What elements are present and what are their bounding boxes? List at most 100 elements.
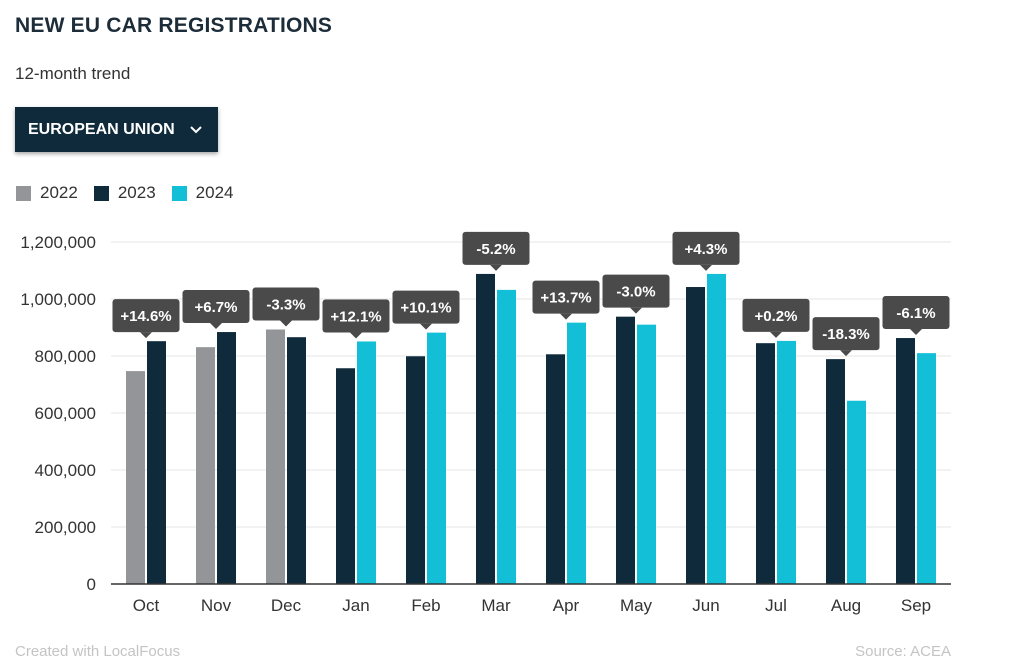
bar-2024-jan xyxy=(357,341,376,584)
annotation-text: -5.2% xyxy=(476,241,515,258)
annotation-text: +4.3% xyxy=(685,241,728,258)
legend-label-2023: 2023 xyxy=(117,183,156,202)
legend-swatch-2023 xyxy=(93,185,109,201)
annotation-text: +13.7% xyxy=(540,290,591,307)
annotation-text: +6.7% xyxy=(195,299,238,316)
annotation-box xyxy=(742,298,810,332)
x-tick-label: May xyxy=(620,596,653,615)
annotation-text: -18.3% xyxy=(822,326,870,343)
legend-swatch-2024 xyxy=(171,185,187,201)
annotation-text: +10.1% xyxy=(400,300,451,317)
annotation-pointer xyxy=(630,307,642,314)
y-tick-label: 1,200,000 xyxy=(20,233,96,252)
annotation-box xyxy=(462,231,530,265)
annotation-mar: -5.2% xyxy=(462,231,530,271)
bar-2023-aug xyxy=(826,359,845,584)
x-tick-label: Jan xyxy=(342,596,369,615)
bar-2023-may xyxy=(616,316,635,584)
bar-2023-jun xyxy=(686,287,705,584)
annotation-sep: -6.1% xyxy=(882,296,950,336)
y-tick-label: 1,000,000 xyxy=(20,290,96,309)
x-tick-label: Sep xyxy=(901,596,931,615)
annotation-text: -3.0% xyxy=(616,284,655,301)
footer-credit[interactable]: Created with LocalFocus xyxy=(15,643,181,660)
bar-2024-apr xyxy=(567,322,586,584)
annotation-nov: +6.7% xyxy=(182,290,250,330)
annotation-text: +14.6% xyxy=(120,308,171,325)
bar-2022-dec xyxy=(266,329,285,584)
legend-item-2022[interactable]: 2022 xyxy=(16,183,78,203)
y-tick-label: 800,000 xyxy=(35,347,96,366)
annotation-text: -6.1% xyxy=(896,305,935,322)
bar-2024-aug xyxy=(847,400,866,584)
annotation-pointer xyxy=(560,313,572,320)
annotation-text: -3.3% xyxy=(266,296,305,313)
annotation-pointer xyxy=(910,329,922,336)
annotation-box xyxy=(812,317,880,351)
x-tick-label: Mar xyxy=(481,596,511,615)
annotation-apr: +13.7% xyxy=(532,280,600,320)
annotation-pointer xyxy=(700,264,712,271)
annotation-pointer xyxy=(280,320,292,327)
legend-item-2023[interactable]: 2023 xyxy=(93,183,156,203)
y-tick-label: 400,000 xyxy=(35,461,96,480)
bar-2023-sep xyxy=(896,338,915,584)
annotation-dec: -3.3% xyxy=(252,287,320,327)
annotation-box xyxy=(112,299,180,333)
bar-2024-sep xyxy=(917,353,936,584)
y-tick-label: 0 xyxy=(87,575,96,594)
annotation-pointer xyxy=(490,264,502,271)
bar-2023-nov xyxy=(217,332,236,584)
bar-2023-oct xyxy=(147,341,166,584)
annotation-aug: -18.3% xyxy=(812,317,880,357)
bar-2023-jul xyxy=(756,343,775,584)
annotation-may: -3.0% xyxy=(602,274,670,314)
annotation-box xyxy=(882,296,950,330)
annotation-box xyxy=(252,287,320,321)
region-dropdown-label: EUROPEAN UNION xyxy=(28,120,175,138)
bar-2022-nov xyxy=(196,347,215,584)
bar-2024-jun xyxy=(707,273,726,584)
bar-2023-apr xyxy=(546,354,565,584)
annotation-box xyxy=(602,274,670,308)
legend-label-2024: 2024 xyxy=(195,183,234,202)
legend-label-2022: 2022 xyxy=(40,183,78,202)
x-tick-label: Jun xyxy=(692,596,719,615)
x-tick-label: Apr xyxy=(553,596,580,615)
x-tick-label: Dec xyxy=(271,596,302,615)
x-tick-label: Jul xyxy=(765,596,787,615)
annotation-pointer xyxy=(350,332,362,339)
x-tick-label: Feb xyxy=(411,596,440,615)
annotation-pointer xyxy=(140,332,152,339)
footer-source: Source: ACEA xyxy=(855,643,951,660)
annotation-pointer xyxy=(770,331,782,338)
bar-2023-dec xyxy=(287,337,306,584)
annotation-jun: +4.3% xyxy=(672,231,740,271)
annotation-box xyxy=(532,280,600,314)
bar-2022-oct xyxy=(126,371,145,584)
bar-2023-jan xyxy=(336,368,355,584)
chart-subtitle: 12-month trend xyxy=(15,64,131,83)
x-tick-label: Oct xyxy=(133,596,160,615)
annotation-text: +0.2% xyxy=(755,308,798,325)
annotation-jan: +12.1% xyxy=(322,299,390,339)
annotation-box xyxy=(392,290,460,324)
chevron-down-icon xyxy=(189,125,202,133)
x-tick-label: Nov xyxy=(201,596,232,615)
y-tick-label: 600,000 xyxy=(35,404,96,423)
annotation-box xyxy=(672,231,740,265)
legend-swatch-2022 xyxy=(16,185,31,201)
bar-2023-mar xyxy=(476,273,495,584)
chart-title: NEW EU CAR REGISTRATIONS xyxy=(15,14,333,37)
legend: 2022 2023 2024 xyxy=(16,183,249,203)
annotation-jul: +0.2% xyxy=(742,298,810,338)
bar-2023-feb xyxy=(406,356,425,584)
annotation-box xyxy=(322,299,390,333)
annotation-pointer xyxy=(210,323,222,330)
y-tick-label: 200,000 xyxy=(35,518,96,537)
region-dropdown[interactable]: EUROPEAN UNION xyxy=(15,107,218,152)
legend-item-2024[interactable]: 2024 xyxy=(171,183,234,203)
bar-chart: 0 200,000 400,000 600,000 800,000 1,000,000 1,… xyxy=(20,231,951,615)
bar-2024-may xyxy=(637,324,656,584)
annotation-pointer xyxy=(420,323,432,330)
